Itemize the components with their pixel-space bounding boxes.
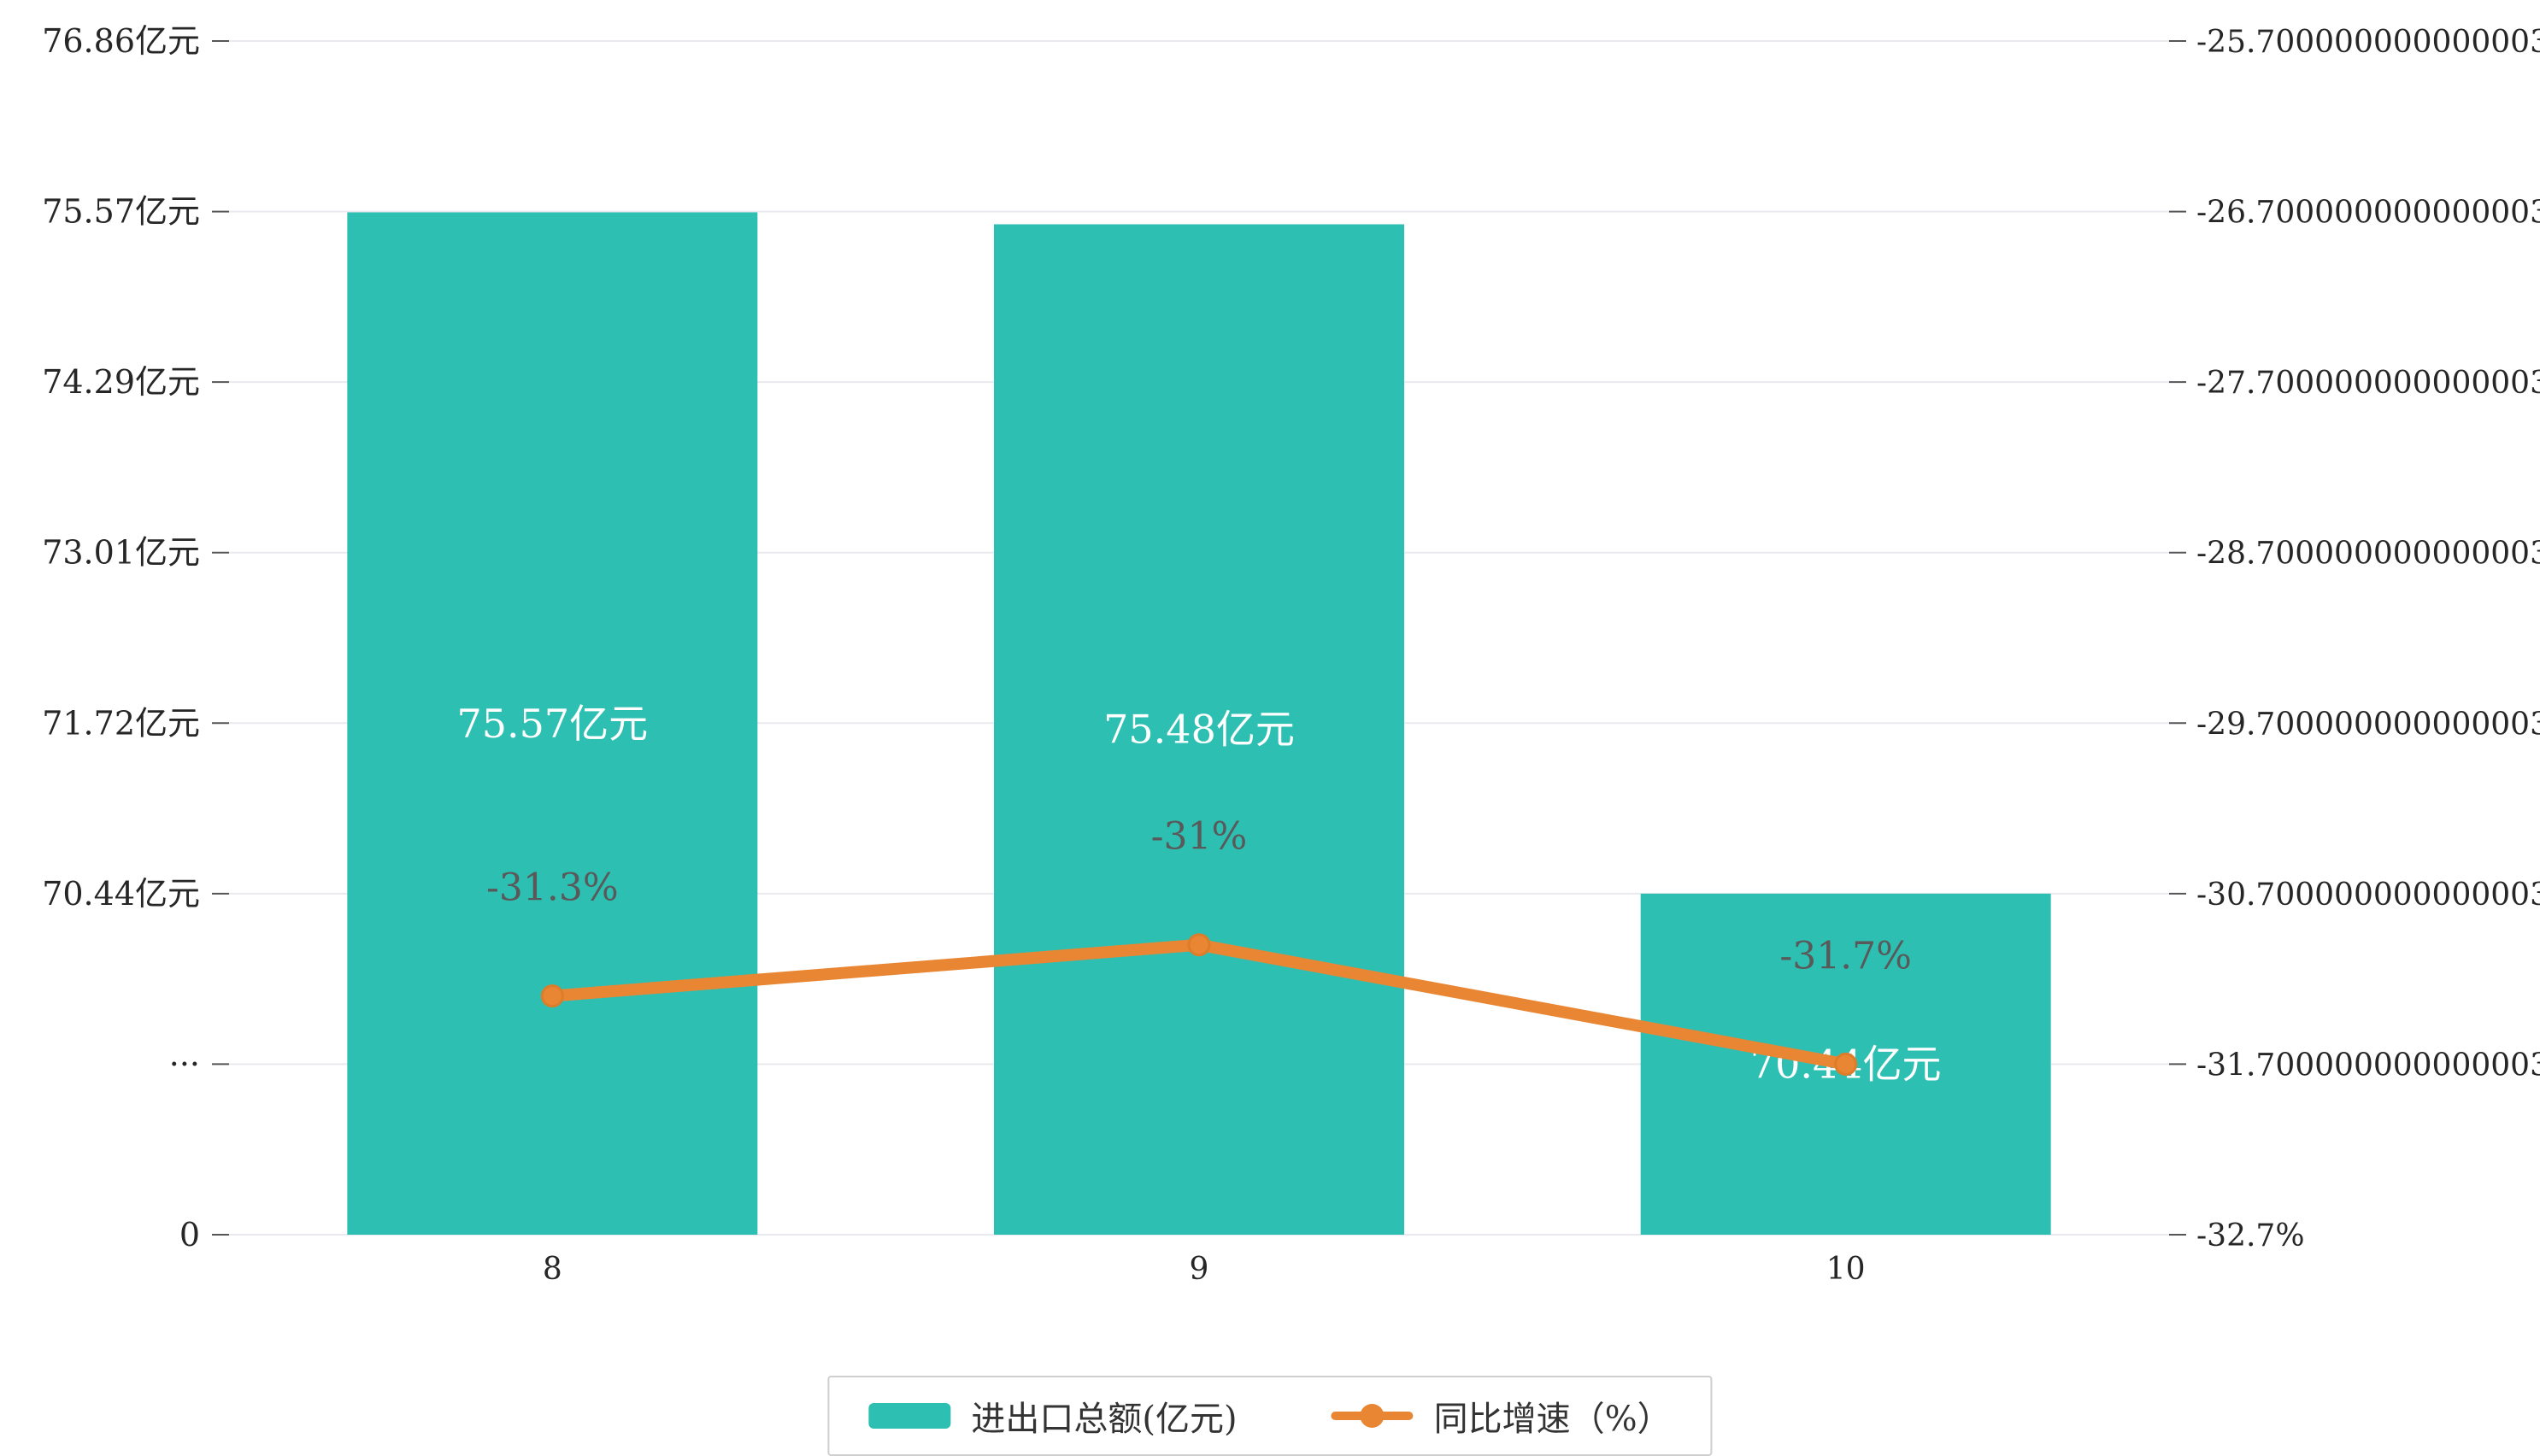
left-axis-label: 73.01亿元 [42, 534, 200, 572]
bar-value-label: 75.48亿元 [1103, 707, 1295, 753]
x-axis-label: 9 [1190, 1252, 1209, 1287]
line-point-8[interactable] [540, 984, 564, 1008]
line-point-9[interactable] [1187, 933, 1211, 957]
x-axis-label: 10 [1826, 1252, 1866, 1287]
x-axis-label: 8 [543, 1252, 562, 1287]
legend-item-line[interactable]: 同比增速（%） [1331, 1391, 1672, 1441]
line-legend-dot [1360, 1404, 1385, 1428]
right-axis-label: -26.700000000000003% [2196, 196, 2540, 231]
line-legend-label: 同比增速（%） [1433, 1400, 1672, 1439]
bar-value-label: 75.57亿元 [456, 701, 648, 747]
line-value-label: -31.3% [486, 866, 619, 910]
right-axis-label: -27.700000000000003% [2196, 366, 2540, 401]
left-axis-label: 75.57亿元 [42, 193, 200, 231]
right-axis-label: -32.7% [2196, 1218, 2305, 1253]
left-axis-label: 71.72亿元 [42, 704, 200, 742]
line-value-label: -31% [1151, 815, 1248, 859]
line-value-label: -31.7% [1779, 934, 1912, 978]
legend-item-bar[interactable]: 进出口总额(亿元) [868, 1391, 1238, 1441]
left-axis-label: 0 [179, 1216, 200, 1253]
bar-legend-label: 进出口总额(亿元) [971, 1400, 1238, 1439]
left-axis-label: 74.29亿元 [42, 363, 200, 401]
bar-legend-swatch [868, 1403, 951, 1429]
bar-9[interactable] [994, 224, 1404, 1235]
legend: 进出口总额(亿元) 同比增速（%） [827, 1376, 1713, 1456]
right-axis-label: -25.700000000000003% [2196, 25, 2540, 60]
left-axis-label: 76.86亿元 [42, 22, 200, 60]
bar-8[interactable] [347, 212, 758, 1235]
line-point-10[interactable] [1834, 1052, 1858, 1076]
left-axis-label: 70.44亿元 [42, 875, 200, 913]
right-axis-label: -30.700000000000003% [2196, 878, 2540, 913]
line-legend-swatch [1331, 1404, 1414, 1428]
right-axis-label: -29.700000000000003% [2196, 707, 2540, 742]
right-axis-label: -31.700000000000003% [2196, 1048, 2540, 1083]
left-axis-label: ··· [169, 1045, 200, 1083]
right-axis-label: -28.700000000000003% [2196, 537, 2540, 572]
